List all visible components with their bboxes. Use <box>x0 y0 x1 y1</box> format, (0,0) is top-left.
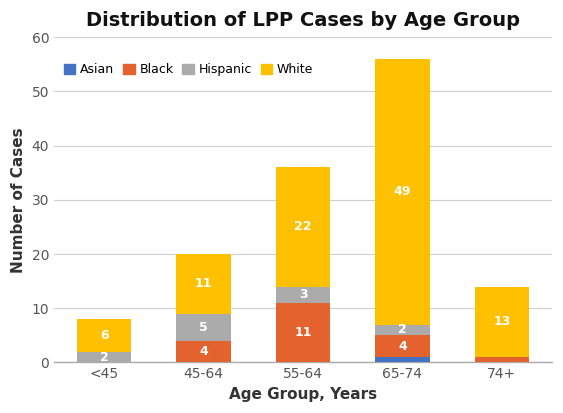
Text: 5: 5 <box>199 321 208 334</box>
Bar <box>77 319 132 351</box>
Bar <box>375 335 430 357</box>
Text: 2: 2 <box>100 351 109 363</box>
Text: 11: 11 <box>195 278 212 290</box>
Text: 2: 2 <box>398 323 407 337</box>
Y-axis label: Number of Cases: Number of Cases <box>11 127 26 273</box>
Text: 22: 22 <box>294 221 312 233</box>
Text: 11: 11 <box>294 326 312 339</box>
Text: 4: 4 <box>199 345 208 358</box>
Bar <box>475 357 529 363</box>
Bar <box>475 287 529 357</box>
Bar <box>276 167 330 287</box>
Bar <box>375 325 430 335</box>
Text: 6: 6 <box>100 329 109 342</box>
Bar <box>176 314 231 341</box>
X-axis label: Age Group, Years: Age Group, Years <box>229 387 377 402</box>
Bar <box>276 287 330 303</box>
Text: 13: 13 <box>493 315 511 328</box>
Bar <box>176 254 231 314</box>
Text: 49: 49 <box>394 185 411 198</box>
Bar <box>375 357 430 363</box>
Text: 4: 4 <box>398 340 407 353</box>
Legend: Asian, Black, Hispanic, White: Asian, Black, Hispanic, White <box>60 60 317 80</box>
Bar <box>276 303 330 363</box>
Bar <box>375 59 430 325</box>
Title: Distribution of LPP Cases by Age Group: Distribution of LPP Cases by Age Group <box>86 11 520 30</box>
Bar <box>176 341 231 363</box>
Bar <box>77 351 132 363</box>
Text: 3: 3 <box>299 288 307 301</box>
